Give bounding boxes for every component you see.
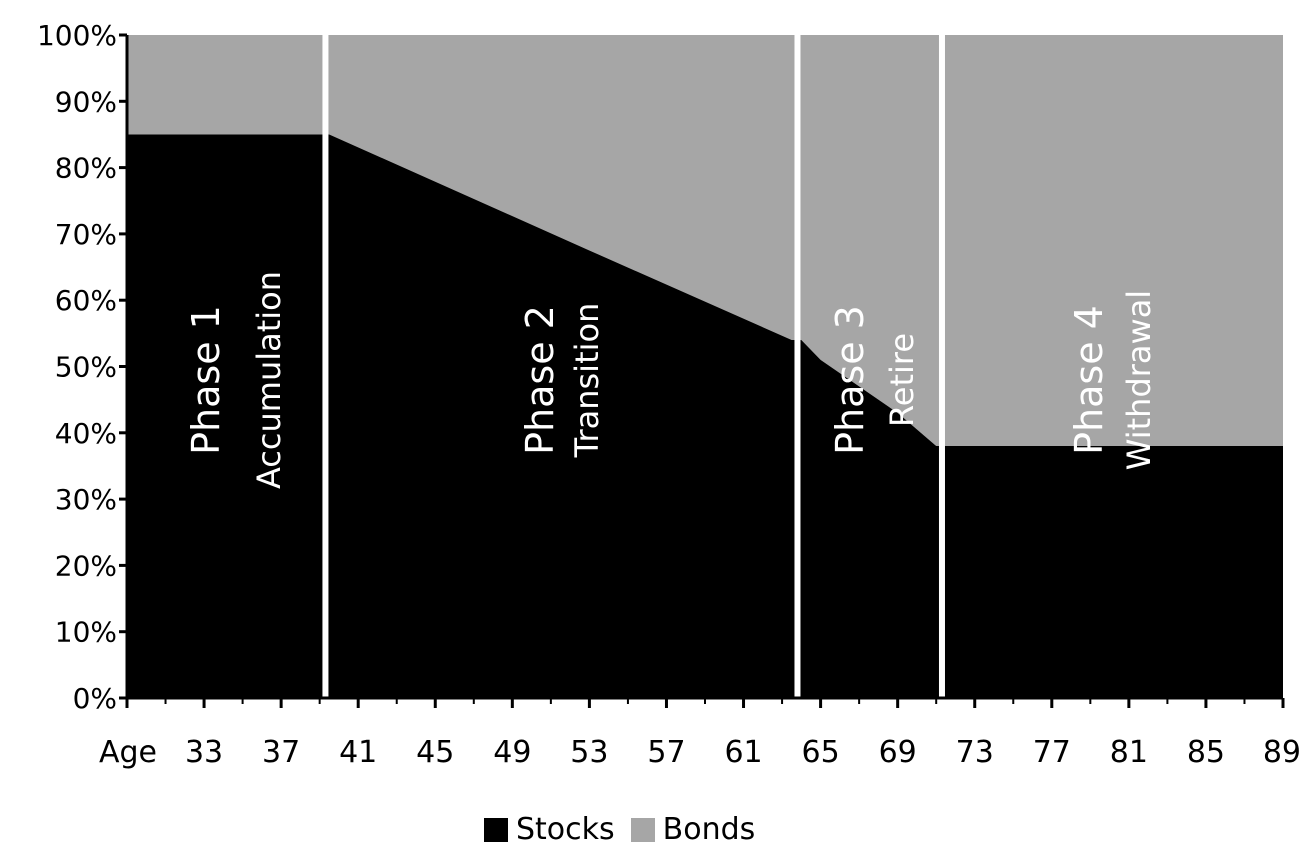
x-tick-label: 69	[879, 735, 917, 770]
x-tick-label: 41	[339, 735, 377, 770]
y-tick-label: 90%	[55, 85, 117, 118]
x-tick-label: 49	[493, 735, 531, 770]
phase-label-2: Phase 2	[518, 305, 562, 455]
stock-bond-allocation-chart: 0% 10% 20% 30% 40% 50% 60% 70% 80% 90% 100% Age 33 37…	[37, 19, 1301, 770]
x-tick-label: 33	[185, 735, 223, 770]
x-tick-label: 53	[570, 735, 608, 770]
y-tick-label: 20%	[55, 549, 117, 582]
y-tick-label: 70%	[55, 218, 117, 251]
x-tick-label: 45	[416, 735, 454, 770]
legend-label-stocks: Stocks	[516, 812, 615, 847]
y-tick-label: 60%	[55, 284, 117, 317]
x-tick-label: 37	[262, 735, 300, 770]
phase-label-4: Phase 4	[1067, 305, 1111, 455]
y-tick-label: 50%	[55, 351, 117, 384]
phase-name-3: Retire	[883, 333, 921, 427]
y-tick-label: 0%	[73, 682, 117, 715]
legend-item-bonds: Bonds	[630, 812, 756, 847]
legend-label-bonds: Bonds	[662, 812, 756, 847]
x-tick-label: 57	[647, 735, 685, 770]
phase-name-2: Transition	[568, 303, 606, 459]
y-tick-label: 30%	[55, 483, 117, 516]
y-tick-label: 80%	[55, 152, 117, 185]
phase-label-3: Phase 3	[828, 305, 872, 455]
x-tick-label: 81	[1110, 735, 1148, 770]
y-tick-label: 10%	[55, 616, 117, 649]
phase-label-1: Phase 1	[184, 305, 228, 455]
x-tick-label: 65	[802, 735, 840, 770]
x-tick-label: 85	[1187, 735, 1225, 770]
x-tick-label: 89	[1263, 735, 1301, 770]
phase-name-1: Accumulation	[250, 271, 288, 489]
x-tick-label: 77	[1033, 735, 1071, 770]
area-stocks	[127, 134, 1283, 698]
y-tick-label: 40%	[55, 417, 117, 450]
legend-swatch-stocks	[484, 817, 508, 842]
phase-name-4: Withdrawal	[1120, 290, 1158, 470]
legend-swatch-bonds	[630, 817, 655, 842]
y-tick-label: 100%	[37, 19, 117, 52]
x-axis-age-label: Age	[99, 735, 157, 770]
x-tick-label: 61	[724, 735, 762, 770]
legend: Stocks Bonds	[484, 812, 771, 847]
x-tick-label: 73	[956, 735, 994, 770]
area-bonds	[127, 35, 1283, 447]
legend-item-stocks: Stocks	[484, 812, 615, 847]
